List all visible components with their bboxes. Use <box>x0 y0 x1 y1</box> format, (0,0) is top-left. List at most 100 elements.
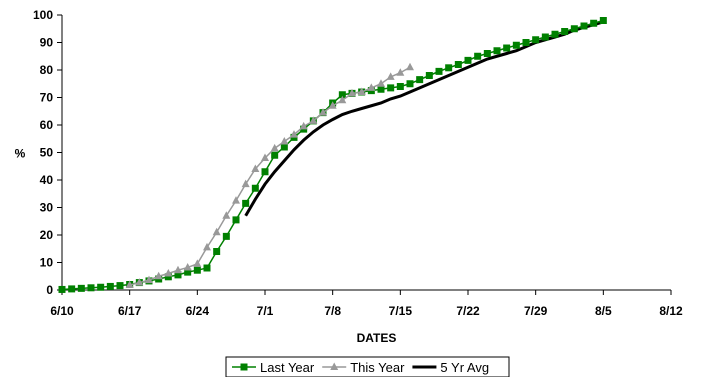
data-point <box>203 242 211 251</box>
data-point <box>251 164 260 172</box>
data-point <box>164 269 173 277</box>
data-point <box>319 108 327 116</box>
data-point <box>590 19 598 27</box>
x-ticks: 6/10 6/17 6/24 7/1 7/8 7/15 7/22 7/29 8/5 8/12 <box>50 290 683 318</box>
data-point <box>77 284 85 292</box>
legend-label: This Year <box>350 360 405 375</box>
data-point <box>174 271 182 279</box>
x-tick-label: 8/12 <box>659 304 683 318</box>
data-point <box>561 28 569 35</box>
data-point <box>116 282 124 290</box>
plot-area: 0 10 20 30 40 50 60 70 80 90 100 6/10 6/17 6/24 7/1 7/… <box>33 8 683 318</box>
data-point <box>522 39 530 46</box>
x-tick-label: 6/17 <box>118 304 142 318</box>
y-tick-label: 30 <box>40 201 54 215</box>
series-layer <box>58 17 607 293</box>
data-point <box>599 17 607 24</box>
x-tick-label: 7/22 <box>456 304 480 318</box>
legend-box <box>225 356 510 377</box>
data-point <box>164 273 172 281</box>
data-point <box>241 179 250 188</box>
data-point <box>445 64 453 72</box>
data-point <box>213 248 221 255</box>
legend-swatch-marker <box>240 363 248 371</box>
y-tick-label: 100 <box>33 8 53 22</box>
data-point <box>435 67 443 75</box>
data-point <box>454 61 462 68</box>
data-point <box>348 88 356 97</box>
x-tick-label: 7/29 <box>524 304 548 318</box>
series-line <box>244 20 604 217</box>
data-point <box>184 268 192 276</box>
data-point <box>232 196 240 204</box>
data-point <box>290 130 298 138</box>
data-point <box>183 262 192 271</box>
data-point <box>242 199 250 207</box>
data-point <box>396 68 405 76</box>
y-axis-title: % <box>15 147 26 161</box>
data-point <box>464 56 472 64</box>
legend: Last Year This Year 5 Yr Avg <box>225 356 510 377</box>
legend-item: 5 Yr Avg <box>412 360 489 375</box>
data-point <box>541 33 549 41</box>
y-tick-label: 50 <box>40 146 54 160</box>
legend-swatch-marker <box>330 362 339 370</box>
series-last-year <box>58 17 607 293</box>
data-point <box>174 265 182 274</box>
x-tick-label: 7/1 <box>257 304 274 318</box>
data-point <box>387 84 395 92</box>
data-point <box>270 143 279 152</box>
y-tick-label: 90 <box>40 36 54 50</box>
x-tick-label: 6/10 <box>50 304 74 318</box>
data-point <box>474 52 482 60</box>
data-point <box>299 121 308 130</box>
data-point <box>386 72 395 80</box>
data-point <box>222 211 231 219</box>
data-point <box>212 227 221 236</box>
y-tick-label: 10 <box>40 256 54 270</box>
data-point <box>280 137 289 145</box>
y-tick-label: 40 <box>40 173 54 187</box>
data-point <box>203 264 211 272</box>
data-point <box>309 116 318 124</box>
data-point <box>328 101 337 109</box>
y-ticks: 0 10 20 30 40 50 60 70 80 90 100 <box>33 8 62 297</box>
data-point <box>87 284 95 292</box>
data-point <box>135 278 144 286</box>
data-point <box>106 282 114 290</box>
data-point <box>532 36 540 44</box>
x-tick-label: 8/5 <box>595 304 612 318</box>
data-point <box>193 259 202 267</box>
data-point <box>68 285 76 293</box>
data-point <box>551 30 559 38</box>
data-point <box>396 83 404 90</box>
y-tick-label: 60 <box>40 118 54 132</box>
data-point <box>425 72 433 79</box>
data-point <box>483 50 491 57</box>
data-point <box>503 44 511 52</box>
data-point <box>261 168 269 176</box>
data-point <box>416 76 424 84</box>
y-tick-label: 70 <box>40 91 54 105</box>
data-point <box>145 275 153 284</box>
data-point <box>512 41 520 49</box>
series-5-yr-avg <box>244 20 604 217</box>
y-tick-label: 20 <box>40 228 54 242</box>
data-point <box>251 184 259 192</box>
data-point <box>97 283 105 291</box>
data-point <box>338 91 346 99</box>
y-tick-label: 0 <box>46 283 53 297</box>
legend-item: Last Year <box>232 360 315 375</box>
data-point <box>367 83 376 91</box>
data-point <box>222 232 230 240</box>
x-tick-label: 7/15 <box>389 304 413 318</box>
data-point <box>193 266 201 274</box>
data-point <box>406 80 414 88</box>
data-point <box>280 143 288 151</box>
data-point <box>357 87 366 95</box>
data-point <box>261 153 269 161</box>
data-point <box>125 280 134 289</box>
data-point <box>377 79 385 87</box>
data-point <box>377 85 385 93</box>
series-line <box>61 19 604 291</box>
